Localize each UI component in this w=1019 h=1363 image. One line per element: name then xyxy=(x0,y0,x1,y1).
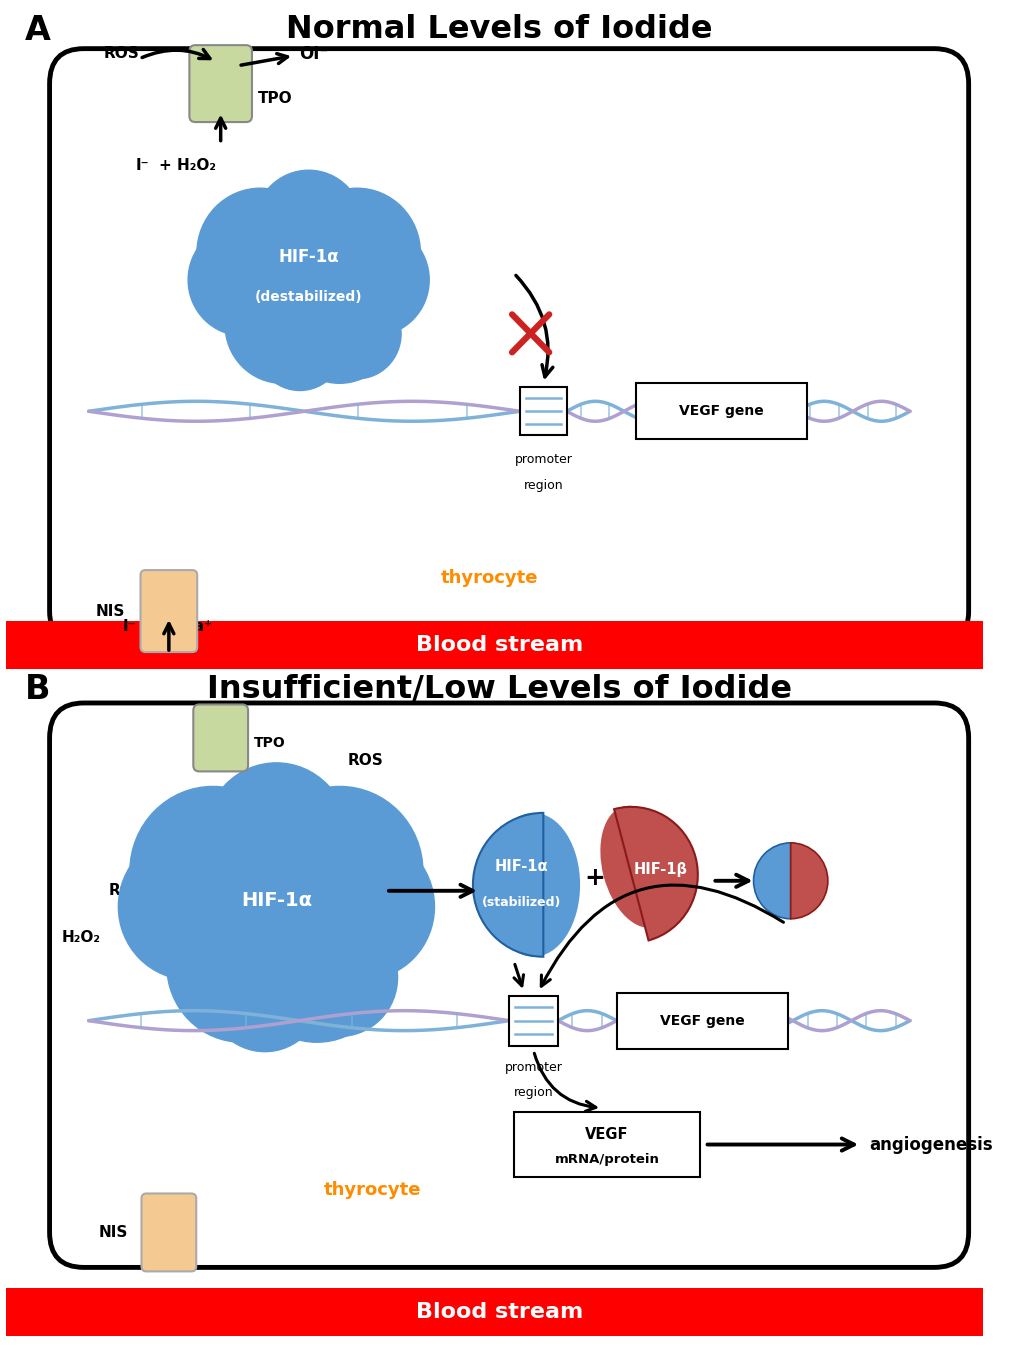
Circle shape xyxy=(313,289,400,379)
FancyBboxPatch shape xyxy=(50,49,968,646)
Text: Blood stream: Blood stream xyxy=(416,635,583,656)
Text: ROS: ROS xyxy=(309,1013,344,1028)
Ellipse shape xyxy=(600,806,678,928)
Text: region: region xyxy=(514,1085,553,1099)
Wedge shape xyxy=(753,842,790,919)
Text: angiogenesis: angiogenesis xyxy=(868,1135,991,1153)
Text: + 2 Na⁺: + 2 Na⁺ xyxy=(147,619,212,634)
FancyBboxPatch shape xyxy=(520,387,567,435)
Wedge shape xyxy=(473,812,543,957)
Text: mRNA/protein: mRNA/protein xyxy=(554,1153,658,1165)
FancyBboxPatch shape xyxy=(190,45,252,123)
Ellipse shape xyxy=(486,812,580,957)
Text: HIF-1α: HIF-1α xyxy=(278,248,338,266)
Text: (stabilized): (stabilized) xyxy=(482,897,561,909)
Circle shape xyxy=(205,763,347,909)
Text: I⁻: I⁻ xyxy=(136,158,149,173)
Circle shape xyxy=(242,889,391,1043)
Text: promoter: promoter xyxy=(504,1060,561,1074)
Circle shape xyxy=(187,224,297,335)
Text: A: A xyxy=(25,14,51,46)
Circle shape xyxy=(197,188,323,318)
Text: (destabilized): (destabilized) xyxy=(255,290,362,304)
Text: VEGF: VEGF xyxy=(585,1127,628,1142)
Text: thyrocyte: thyrocyte xyxy=(440,570,538,587)
Circle shape xyxy=(254,170,363,282)
Circle shape xyxy=(129,786,296,957)
Text: Insufficient/Low Levels of Iodide: Insufficient/Low Levels of Iodide xyxy=(207,673,791,705)
Text: HIF-1β: HIF-1β xyxy=(633,863,687,878)
Text: Blood stream: Blood stream xyxy=(416,1303,583,1322)
Text: VEGF gene: VEGF gene xyxy=(659,1014,744,1028)
Circle shape xyxy=(118,834,261,980)
Text: HIF-1α: HIF-1α xyxy=(240,891,312,910)
Text: Normal Levels of Iodide: Normal Levels of Iodide xyxy=(285,14,712,45)
FancyBboxPatch shape xyxy=(616,992,787,1048)
Text: NIS: NIS xyxy=(96,604,124,619)
Text: ROS: ROS xyxy=(108,883,144,898)
FancyBboxPatch shape xyxy=(508,996,557,1045)
Circle shape xyxy=(282,266,396,383)
Circle shape xyxy=(225,266,339,383)
Circle shape xyxy=(256,301,343,390)
FancyBboxPatch shape xyxy=(5,622,982,669)
Text: ROS: ROS xyxy=(347,754,383,769)
FancyBboxPatch shape xyxy=(50,703,968,1268)
Circle shape xyxy=(293,188,420,318)
FancyBboxPatch shape xyxy=(142,1194,196,1272)
FancyBboxPatch shape xyxy=(141,570,197,652)
Text: + H₂O₂: + H₂O₂ xyxy=(159,158,216,173)
Text: HIF-1α: HIF-1α xyxy=(494,859,548,874)
Text: H₂O₂: H₂O₂ xyxy=(61,930,100,945)
Text: I⁻: I⁻ xyxy=(123,619,137,634)
Circle shape xyxy=(220,185,396,365)
Circle shape xyxy=(161,782,391,1018)
Text: ROS: ROS xyxy=(103,46,139,61)
Text: +: + xyxy=(584,866,605,890)
Text: region: region xyxy=(523,480,562,492)
Circle shape xyxy=(282,919,397,1036)
Wedge shape xyxy=(613,807,697,940)
FancyBboxPatch shape xyxy=(636,383,806,439)
Circle shape xyxy=(167,889,317,1043)
Text: VEGF gene: VEGF gene xyxy=(679,405,763,418)
FancyBboxPatch shape xyxy=(514,1112,699,1178)
Text: TPO: TPO xyxy=(258,91,292,106)
Text: NIS: NIS xyxy=(98,1225,127,1240)
Circle shape xyxy=(320,224,429,335)
Text: thyrocyte: thyrocyte xyxy=(323,1182,421,1199)
Text: promoter: promoter xyxy=(514,454,572,466)
Text: B: B xyxy=(25,673,51,706)
FancyBboxPatch shape xyxy=(194,705,248,771)
Wedge shape xyxy=(790,842,827,919)
Text: TPO: TPO xyxy=(254,736,285,750)
Circle shape xyxy=(257,786,423,957)
FancyBboxPatch shape xyxy=(5,1288,982,1336)
Text: OI⁻: OI⁻ xyxy=(299,45,328,63)
Circle shape xyxy=(291,834,434,980)
Circle shape xyxy=(207,934,322,1052)
